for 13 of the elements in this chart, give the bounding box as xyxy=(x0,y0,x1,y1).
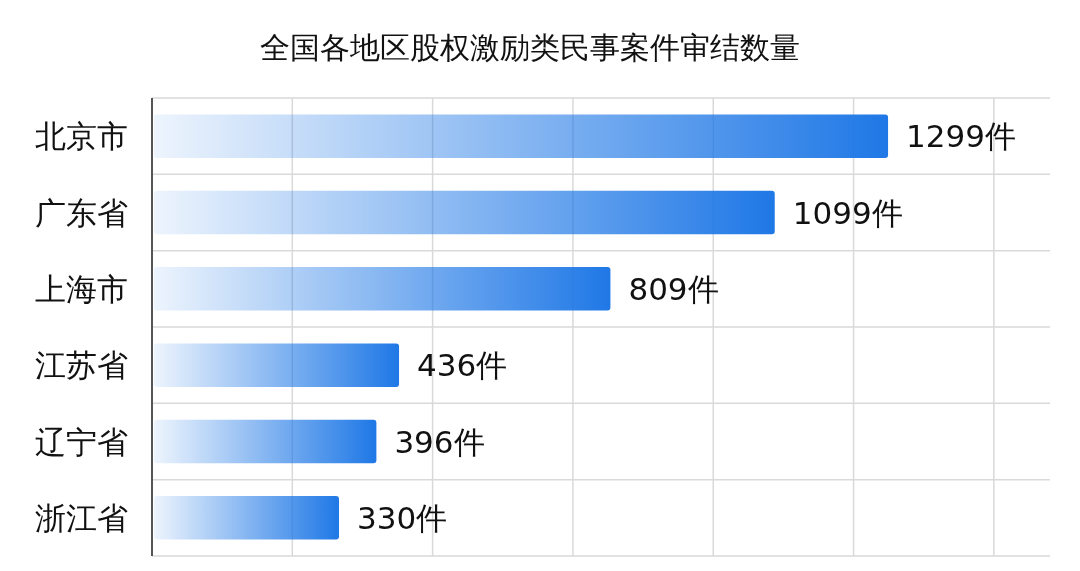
chart-title: 全国各地区股权激励类民事案件审结数量 xyxy=(260,30,800,65)
y-tick-label: 辽宁省 xyxy=(35,423,128,460)
data-label: 1099件 xyxy=(792,194,903,231)
y-tick-label: 江苏省 xyxy=(35,347,128,384)
data-label: 330件 xyxy=(356,499,448,536)
y-tick-label: 上海市 xyxy=(35,270,128,307)
y-tick-label: 浙江省 xyxy=(35,499,128,536)
data-label: 436件 xyxy=(417,347,508,384)
y-tick-label: 广东省 xyxy=(35,194,128,231)
data-label: 809件 xyxy=(628,270,719,307)
y-tick-label: 北京市 xyxy=(35,118,128,155)
data-label: 396件 xyxy=(394,423,485,460)
data-label: 1299件 xyxy=(906,118,1016,155)
